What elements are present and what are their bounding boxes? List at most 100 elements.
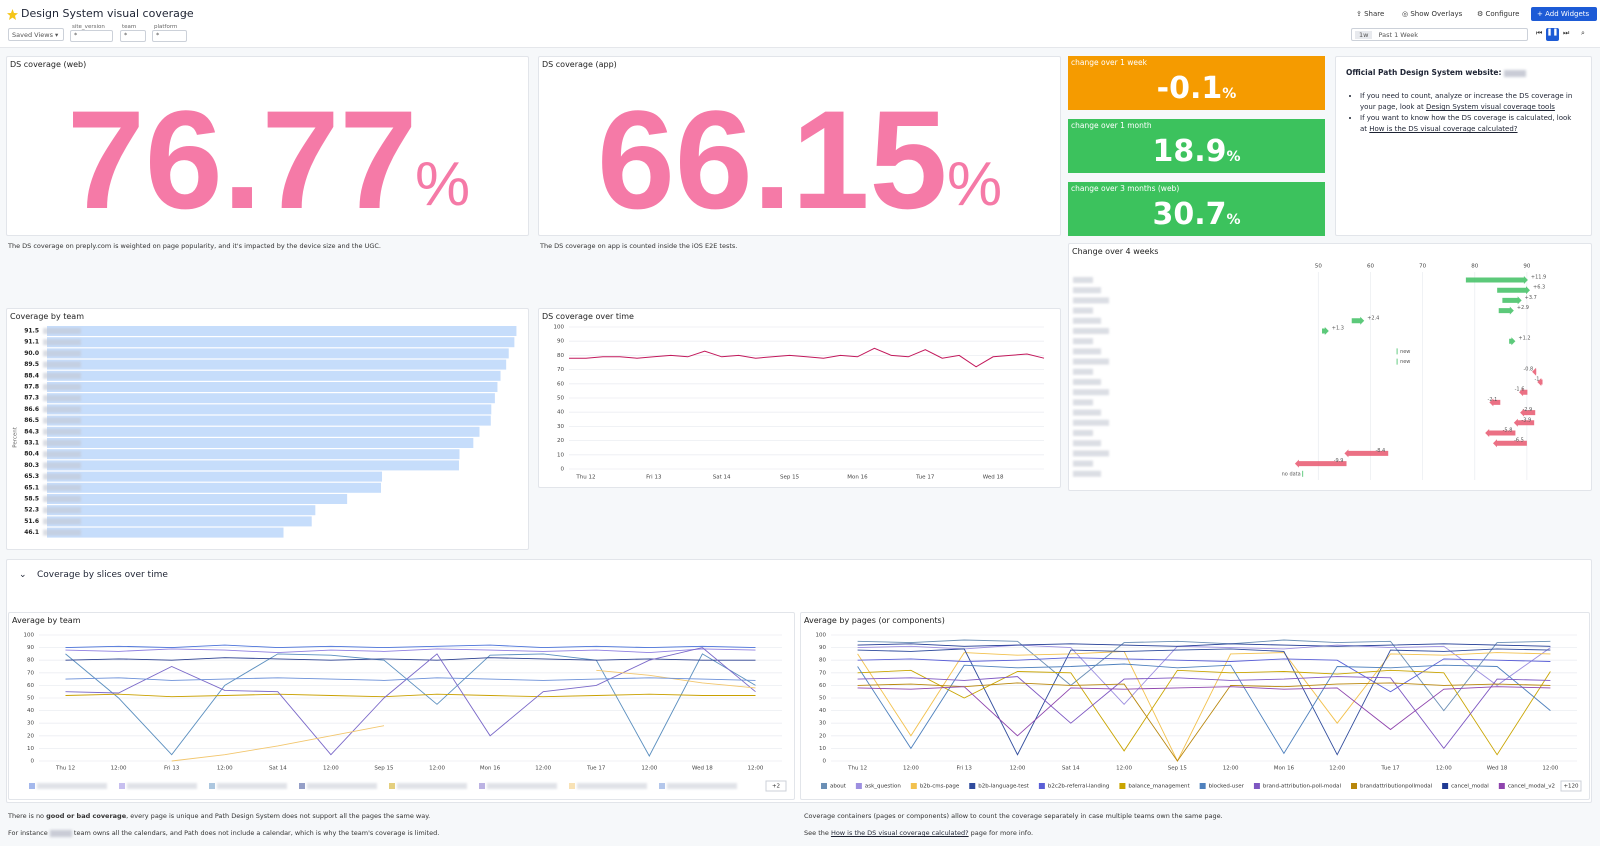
footer-note: For instance team owns all the calendars… bbox=[8, 829, 439, 837]
web-widget: DS coverage (web) 76.77 % bbox=[6, 56, 529, 238]
change-tile: change over 1 week -0.1% bbox=[1068, 56, 1325, 110]
series-line bbox=[857, 682, 1551, 762]
bar-value-label: 91.1 bbox=[24, 339, 39, 346]
zoom-button[interactable]: ⌕ bbox=[1581, 29, 1585, 37]
blurred-row-label bbox=[1073, 317, 1101, 324]
y-tick-label: 50 bbox=[557, 396, 564, 402]
blurred-row-label bbox=[1073, 287, 1101, 294]
legend-more: +120 bbox=[1563, 784, 1579, 790]
info-widget: Official Path Design System website: If … bbox=[1335, 56, 1592, 236]
change-label: -1 bbox=[1535, 377, 1540, 383]
time-picker[interactable]: 1w Past 1 Week bbox=[1351, 28, 1528, 41]
add-widgets-button[interactable]: + Add Widgets bbox=[1531, 7, 1597, 21]
web-note: The DS coverage on preply.com is weighte… bbox=[8, 242, 381, 250]
tile-value: 30.7% bbox=[1068, 197, 1325, 232]
bar bbox=[47, 326, 517, 336]
blurred-category bbox=[43, 518, 81, 525]
change-label: -9.9 bbox=[1334, 458, 1344, 464]
app-value: 66.15 bbox=[597, 81, 948, 238]
tile-title: change over 1 month bbox=[1071, 121, 1152, 130]
blurred-row-label bbox=[1073, 277, 1093, 283]
bar bbox=[47, 482, 381, 493]
bar-value-label: 65.3 bbox=[24, 473, 39, 480]
note-text: For instance bbox=[8, 829, 48, 837]
x-tick-label: 12:00 bbox=[1436, 766, 1452, 772]
blurred-legend-name bbox=[397, 783, 467, 789]
blurred-category bbox=[43, 496, 81, 502]
change-arrow bbox=[1509, 337, 1516, 346]
filter-value: * bbox=[124, 31, 128, 39]
blurred-legend-name bbox=[487, 783, 557, 789]
note-link[interactable]: How is the DS visual coverage calculated… bbox=[830, 829, 969, 837]
share-button[interactable]: ⇪ Share bbox=[1356, 10, 1385, 18]
x-tick-label: 12:00 bbox=[1116, 766, 1132, 772]
star-icon[interactable] bbox=[7, 9, 18, 20]
configure-button[interactable]: ⚙ Configure bbox=[1477, 10, 1520, 18]
legend-label: cancel_modal bbox=[1451, 784, 1489, 790]
title-dropdown[interactable]: ⌄ bbox=[182, 8, 189, 17]
tile-unit: % bbox=[1222, 86, 1237, 102]
change-arrow bbox=[1498, 306, 1514, 315]
saved-views[interactable]: Saved Views ▾ bbox=[8, 28, 64, 41]
x-tick-label: Sat 14 bbox=[269, 766, 287, 772]
blurred-legend-name bbox=[217, 783, 287, 789]
series-line bbox=[857, 650, 1551, 763]
saved-views-label: Saved Views bbox=[12, 31, 53, 39]
change-arrow bbox=[1492, 439, 1527, 448]
filter[interactable]: * bbox=[70, 30, 113, 42]
filter[interactable]: * bbox=[152, 30, 187, 42]
bar-value-label: 84.3 bbox=[24, 428, 39, 435]
x-tick-label: Tue 17 bbox=[915, 475, 935, 481]
change-arrow bbox=[1537, 378, 1543, 386]
tile-number: 18.9 bbox=[1152, 134, 1227, 169]
y-tick-label: 0 bbox=[561, 467, 565, 473]
bullet-link[interactable]: How is the DS visual coverage calculated… bbox=[1369, 125, 1518, 133]
widget-title: Change over 4 weeks bbox=[1072, 247, 1159, 256]
x-tick-label: 12:00 bbox=[535, 766, 551, 772]
blurred-row-label bbox=[1073, 389, 1109, 396]
bar bbox=[47, 494, 348, 504]
change-arrow bbox=[1465, 276, 1528, 284]
blurred-legend-name bbox=[307, 783, 377, 789]
line-widget: DS coverage over time 0 10 20 30 40 50 60 70 80 9… bbox=[538, 308, 1061, 488]
series-line bbox=[65, 648, 756, 654]
legend-label: cancel_modal_v2 bbox=[1508, 784, 1555, 790]
x-tick-label: 12:00 bbox=[903, 766, 919, 772]
x-tick-label: Sep 15 bbox=[780, 475, 800, 481]
blurred-category bbox=[43, 451, 81, 458]
x-tick-label: Mon 16 bbox=[1274, 766, 1295, 772]
y-tick-label: 80 bbox=[27, 658, 34, 664]
change-arrow bbox=[1519, 388, 1528, 397]
forward-button[interactable]: ⏭ bbox=[1563, 29, 1570, 37]
footer-note: There is no good or bad coverage, every … bbox=[8, 812, 430, 820]
bar bbox=[47, 382, 498, 392]
change-label: -6.5 bbox=[1514, 438, 1524, 444]
bar bbox=[47, 370, 501, 381]
bar bbox=[47, 393, 495, 404]
bar-widget: Coverage by team Percent 91.5 91.1 90.0 89.5… bbox=[6, 308, 529, 550]
blurred-category bbox=[43, 395, 81, 402]
x-tick-label: 12:00 bbox=[1329, 766, 1345, 772]
series-line bbox=[65, 647, 756, 756]
series-line bbox=[857, 676, 1551, 750]
button-label: Configure bbox=[1485, 10, 1520, 18]
change-arrow bbox=[1497, 286, 1530, 295]
bar-value-label: 52.3 bbox=[24, 507, 39, 514]
tile-number: 30.7 bbox=[1152, 197, 1227, 232]
pause-button[interactable]: ❚❚ bbox=[1546, 28, 1559, 41]
legend-swatch bbox=[1253, 783, 1260, 789]
blurred-link[interactable] bbox=[1504, 69, 1527, 77]
collapse-toggle[interactable]: ⌄ bbox=[19, 570, 27, 580]
filter[interactable]: * bbox=[120, 30, 146, 42]
change-arrow bbox=[1489, 398, 1501, 407]
x-tick-label: Mon 16 bbox=[480, 766, 501, 772]
arrow-chart: 50 60 70 80 90+11.9 +6.3 +3.7 +2.9 +2.4 +1.3 +1.2 n… bbox=[1073, 264, 1546, 480]
rewind-button[interactable]: ⏮ bbox=[1536, 29, 1543, 37]
overlays-button[interactable]: ◎ Show Overlays bbox=[1402, 10, 1463, 18]
info-bullet: If you need to count, analyze or increas… bbox=[1360, 91, 1576, 113]
x-tick-label: Wed 18 bbox=[983, 475, 1004, 481]
bar-value-label: 90.0 bbox=[24, 350, 39, 357]
legend-more: +2 bbox=[772, 784, 780, 790]
bullet-link[interactable]: Design System visual coverage tools bbox=[1425, 103, 1555, 111]
